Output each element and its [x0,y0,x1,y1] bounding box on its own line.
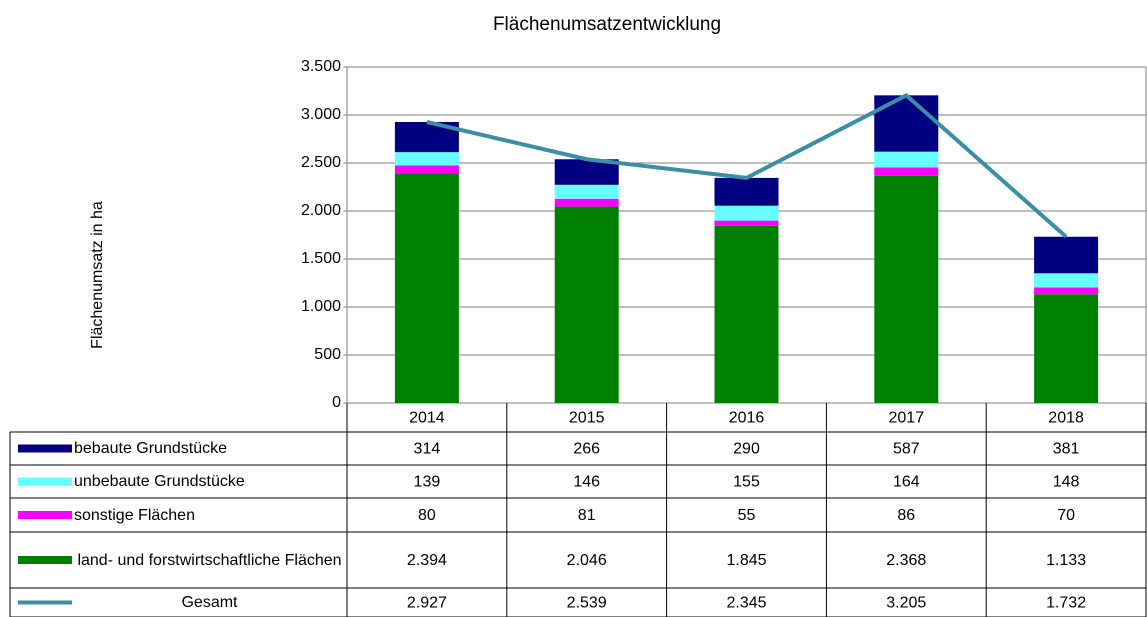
y-tick-label: 3.500 [301,58,341,75]
bar [714,225,779,403]
table-value: 80 [418,507,436,524]
table-value: 2.927 [407,595,447,612]
legend-key [18,511,72,519]
bar [554,206,619,403]
table-value: 2.539 [567,595,607,612]
table-value: 155 [733,474,760,491]
bar [1034,287,1099,295]
table-value: 86 [897,507,915,524]
legend-label-box: unbebaute Grundstücke [74,473,245,490]
legend-label-box: sonstige Flächen [74,506,195,524]
table-value: 587 [893,441,920,458]
table-value: 314 [414,441,441,458]
table-value: 290 [733,441,760,458]
bar [714,177,779,206]
y-tick-label: 0 [332,394,341,411]
table-value: 139 [414,474,441,491]
legend-label: land- und forstwirtschaftliche Flächen [77,551,342,569]
bar [394,165,459,174]
x-tick-label: 2014 [409,410,445,427]
line-series [426,93,1068,239]
table-value: 3.205 [886,595,926,612]
bar [394,152,459,166]
x-tick-label: 2018 [1048,410,1084,427]
bar [554,184,619,199]
table-value: 2.368 [886,552,926,569]
bar [554,198,619,207]
bar [394,173,459,403]
bar [714,220,779,226]
legend-label: bebaute Grundstücke [74,440,227,457]
legend-label: unbebaute Grundstücke [74,473,245,490]
table-value: 81 [578,507,596,524]
legend-label-box: Gesamt [181,594,238,611]
legend-label: Gesamt [181,594,238,611]
legend-label-box: bebaute Grundstücke [74,440,227,457]
table-value: 2.394 [407,552,447,569]
table-value: 148 [1053,474,1080,491]
y-tick-label: 3.000 [301,106,341,123]
table-value: 266 [573,441,600,458]
x-tick-label: 2015 [569,410,605,427]
y-tick-label: 500 [314,346,341,363]
bar [714,205,779,221]
legend-label: sonstige Flächen [74,506,195,524]
table-value: 2.345 [726,595,766,612]
table-value: 164 [893,474,920,491]
legend-key [18,477,72,486]
y-tick-label: 1.000 [301,298,341,315]
bar [874,151,939,168]
legend-label-box: land- und forstwirtschaftliche Flächen [77,551,342,569]
table-value: 146 [573,474,600,491]
bar [1034,273,1099,288]
table-value: 1.133 [1046,552,1086,569]
bar [874,95,939,152]
legend-key [18,444,72,453]
y-tick-label: 2.000 [301,202,341,219]
table-value: 2.046 [567,552,607,569]
chart-title: Flächenumsatzentwicklung [493,14,721,35]
table-value: 1.732 [1046,595,1086,612]
bar [1034,294,1099,403]
y-tick-label: 1.500 [301,250,341,267]
legend-key [18,556,72,564]
table-value: 70 [1057,507,1075,524]
bar [1034,236,1099,274]
bar [874,175,939,403]
table-value: 55 [738,507,756,524]
y-tick-label: 2.500 [301,154,341,171]
bar [874,167,939,176]
y-axis-label: Flächenumsatz in ha [89,201,106,349]
table-value: 381 [1053,441,1080,458]
x-tick-label: 2017 [889,410,925,427]
table-value: 1.845 [726,552,766,569]
x-tick-label: 2016 [729,410,765,427]
